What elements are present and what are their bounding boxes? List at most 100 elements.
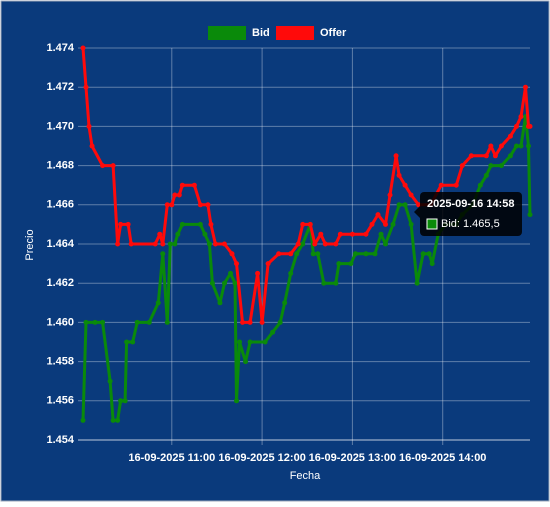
data-point xyxy=(83,84,89,90)
data-point xyxy=(197,221,203,227)
data-point xyxy=(492,153,498,159)
data-point xyxy=(420,251,426,257)
data-point xyxy=(352,251,358,257)
y-tick-label: 1.454 xyxy=(46,434,74,446)
data-point xyxy=(277,319,283,325)
data-point xyxy=(240,319,246,325)
y-tick-label: 1.458 xyxy=(46,356,74,368)
data-point xyxy=(110,163,116,169)
data-point xyxy=(83,319,89,325)
data-point xyxy=(372,251,378,257)
data-point xyxy=(175,231,181,237)
data-point xyxy=(80,45,86,51)
data-point xyxy=(294,251,300,257)
data-point xyxy=(396,202,402,208)
y-tick-label: 1.468 xyxy=(46,160,74,172)
data-point xyxy=(115,241,121,247)
data-point xyxy=(172,192,178,198)
data-point xyxy=(337,231,343,237)
data-point xyxy=(527,123,533,129)
data-point xyxy=(169,202,175,208)
data-point xyxy=(206,241,212,247)
legend-label: Bid xyxy=(252,27,270,39)
data-point xyxy=(205,202,211,208)
data-point xyxy=(310,251,316,257)
data-point xyxy=(157,231,163,237)
data-point xyxy=(265,261,271,267)
data-point xyxy=(336,261,342,267)
data-point xyxy=(483,153,489,159)
x-tick-label: 16-09-2025 11:00 xyxy=(128,452,215,464)
data-point xyxy=(488,163,494,169)
data-point xyxy=(393,153,399,159)
data-point xyxy=(243,359,249,365)
tooltip-caret xyxy=(414,206,420,218)
data-point xyxy=(160,241,166,247)
y-axis-label: Precio xyxy=(24,229,36,260)
data-point xyxy=(86,123,92,129)
tooltip-label: Bid: 1.465,5 xyxy=(441,218,500,230)
data-point xyxy=(402,202,408,208)
data-point xyxy=(234,261,240,267)
data-point xyxy=(118,221,124,227)
x-tick-label: 16-09-2025 12:00 xyxy=(218,452,305,464)
data-point xyxy=(80,417,86,423)
data-point xyxy=(179,221,185,227)
x-axis-label: Fecha xyxy=(290,470,321,482)
data-point xyxy=(259,319,265,325)
data-point xyxy=(227,270,233,276)
data-point xyxy=(390,221,396,227)
tooltip-swatch xyxy=(426,218,438,230)
data-point xyxy=(212,241,218,247)
data-point xyxy=(167,241,173,247)
data-point xyxy=(459,163,465,169)
data-point xyxy=(333,280,339,286)
y-tick-label: 1.472 xyxy=(46,81,74,93)
data-point xyxy=(378,231,384,237)
data-point xyxy=(416,202,422,208)
data-point xyxy=(498,163,504,169)
data-point xyxy=(130,339,136,345)
data-point xyxy=(125,221,131,227)
data-point xyxy=(363,231,369,237)
x-tick-label: 16-09-2025 14:00 xyxy=(399,452,486,464)
data-point xyxy=(89,143,95,149)
data-point xyxy=(426,251,432,257)
data-point xyxy=(525,143,531,149)
tooltip: 2025-09-16 14:58 Bid: 1.465,5 xyxy=(414,192,522,236)
data-point xyxy=(507,153,513,159)
data-point xyxy=(483,172,489,178)
data-point xyxy=(321,280,327,286)
data-point xyxy=(468,153,474,159)
data-point xyxy=(518,143,524,149)
data-point xyxy=(234,398,240,404)
data-point xyxy=(315,251,321,257)
data-point xyxy=(237,339,243,345)
data-point xyxy=(122,398,128,404)
data-point xyxy=(429,261,435,267)
data-point xyxy=(255,270,261,276)
data-point xyxy=(498,143,504,149)
data-point xyxy=(124,339,130,345)
data-point xyxy=(288,251,294,257)
tooltip-title: 2025-09-16 14:58 xyxy=(427,198,514,210)
data-point xyxy=(152,241,158,247)
data-point xyxy=(453,182,459,188)
data-point xyxy=(513,123,519,129)
data-point xyxy=(348,261,354,267)
legend-swatch xyxy=(276,26,314,40)
data-point xyxy=(107,378,113,384)
tooltip-box xyxy=(420,192,522,236)
data-point xyxy=(396,172,402,178)
data-point xyxy=(164,202,170,208)
y-tick-label: 1.466 xyxy=(46,199,74,211)
y-tick-label: 1.460 xyxy=(46,316,74,328)
data-point xyxy=(387,192,393,198)
data-point xyxy=(507,133,513,139)
data-point xyxy=(128,241,134,247)
data-point xyxy=(522,84,528,90)
legend-label: Offer xyxy=(320,27,347,39)
data-point xyxy=(172,241,178,247)
data-point xyxy=(217,300,223,306)
